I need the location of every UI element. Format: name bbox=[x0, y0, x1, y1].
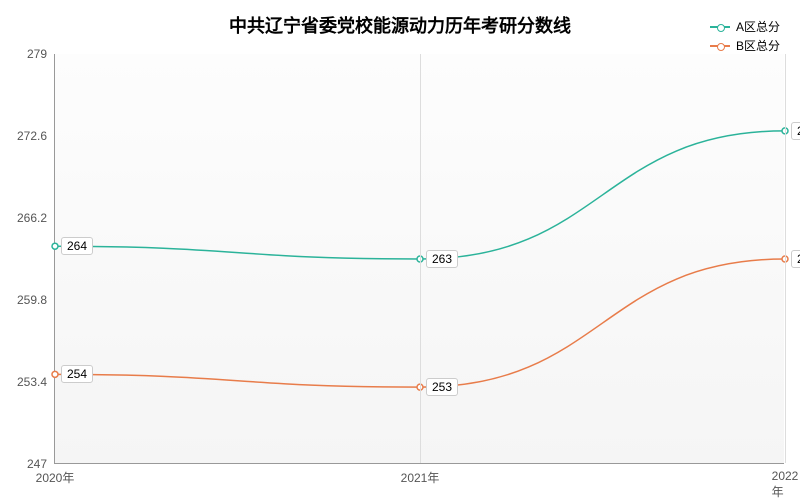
plot-area: 247253.4259.8266.2272.62792020年2021年2022… bbox=[54, 54, 784, 464]
legend: A区总分 B区总分 bbox=[710, 18, 780, 56]
y-tick: 279 bbox=[27, 47, 55, 61]
legend-label-b: B区总分 bbox=[736, 37, 780, 54]
y-tick: 259.8 bbox=[17, 293, 55, 307]
grid-line bbox=[785, 54, 786, 463]
legend-swatch-a bbox=[710, 26, 730, 28]
grid-line bbox=[420, 54, 421, 463]
data-label: 263 bbox=[426, 250, 458, 268]
data-label: 264 bbox=[61, 237, 93, 255]
x-tick: 2022年 bbox=[772, 463, 799, 500]
legend-swatch-b bbox=[710, 45, 730, 47]
x-tick: 2021年 bbox=[401, 463, 440, 486]
chart-container: 中共辽宁省委党校能源动力历年考研分数线 A区总分 B区总分 247253.425… bbox=[0, 0, 800, 500]
data-label: 273 bbox=[791, 122, 800, 140]
legend-item-a: A区总分 bbox=[710, 18, 780, 35]
legend-item-b: B区总分 bbox=[710, 37, 780, 54]
x-tick: 2020年 bbox=[36, 463, 75, 486]
y-tick: 266.2 bbox=[17, 211, 55, 225]
data-label: 263 bbox=[791, 250, 800, 268]
data-point bbox=[52, 243, 58, 249]
y-tick: 272.6 bbox=[17, 129, 55, 143]
data-label: 253 bbox=[426, 378, 458, 396]
legend-label-a: A区总分 bbox=[736, 18, 780, 35]
data-label: 254 bbox=[61, 365, 93, 383]
y-tick: 253.4 bbox=[17, 375, 55, 389]
chart-title: 中共辽宁省委党校能源动力历年考研分数线 bbox=[0, 12, 800, 38]
